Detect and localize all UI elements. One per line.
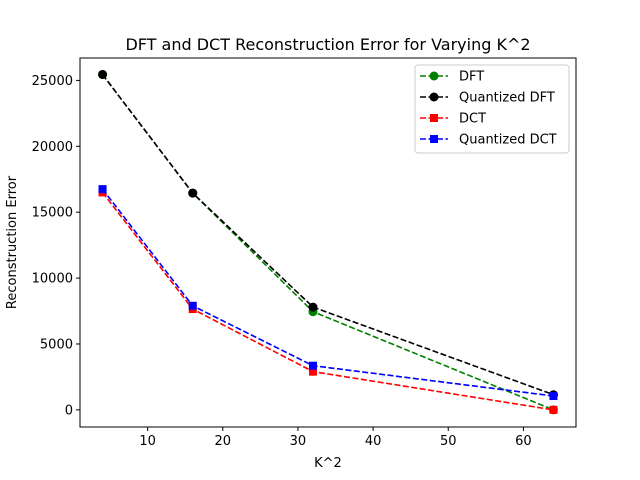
series-line (101, 191, 554, 411)
legend-entry: Quantized DFT (420, 91, 555, 106)
y-tick-label: 5000 (40, 337, 73, 352)
legend: DFT Quantized DFT DCT Quantized DCT (414, 64, 570, 154)
legend-label: DCT (459, 112, 486, 127)
plot-frame (79, 57, 577, 428)
series-layer (98, 69, 558, 415)
legend-entry: DCT (420, 112, 486, 127)
legend-entry: DFT (420, 70, 484, 85)
legend-marker (429, 71, 439, 81)
data-point (98, 185, 107, 194)
x-tick-label: 40 (365, 434, 382, 449)
data-point (549, 405, 558, 414)
data-point (188, 301, 197, 310)
y-tick-label: 25000 (32, 74, 73, 89)
axis-ticks: 10 20 30 40 50 60 0 5000 10000 15000 20000 25000 (32, 74, 532, 449)
x-axis-label: K^2 (314, 456, 342, 471)
series-quantized-dct (98, 185, 558, 401)
legend-label: Quantized DCT (459, 133, 557, 148)
x-tick-label: 10 (139, 434, 156, 449)
x-tick-label: 20 (215, 434, 232, 449)
chart-title: DFT and DCT Reconstruction Error for Var… (125, 35, 530, 54)
series-line (101, 74, 554, 411)
series-line (101, 74, 554, 396)
x-tick-label: 30 (290, 434, 307, 449)
data-point (98, 69, 108, 79)
legend-marker (430, 114, 438, 122)
legend-marker (430, 135, 438, 143)
y-tick-label: 15000 (32, 206, 73, 221)
legend-entry: Quantized DCT (420, 133, 557, 148)
data-point (549, 392, 558, 401)
x-tick-label: 60 (515, 434, 532, 449)
data-point (308, 302, 318, 312)
series-line (101, 188, 554, 397)
y-tick-label: 10000 (32, 272, 73, 287)
y-tick-label: 20000 (32, 140, 73, 155)
data-point (308, 367, 317, 376)
legend-marker (429, 92, 439, 102)
y-tick-label: 0 (65, 403, 73, 418)
x-tick-label: 50 (440, 434, 457, 449)
data-point (188, 188, 198, 198)
legend-label: Quantized DFT (459, 91, 555, 106)
legend-label: DFT (459, 70, 484, 85)
legend-box (414, 64, 570, 154)
data-point (308, 361, 317, 370)
y-axis-label: Reconstruction Error (5, 175, 20, 309)
